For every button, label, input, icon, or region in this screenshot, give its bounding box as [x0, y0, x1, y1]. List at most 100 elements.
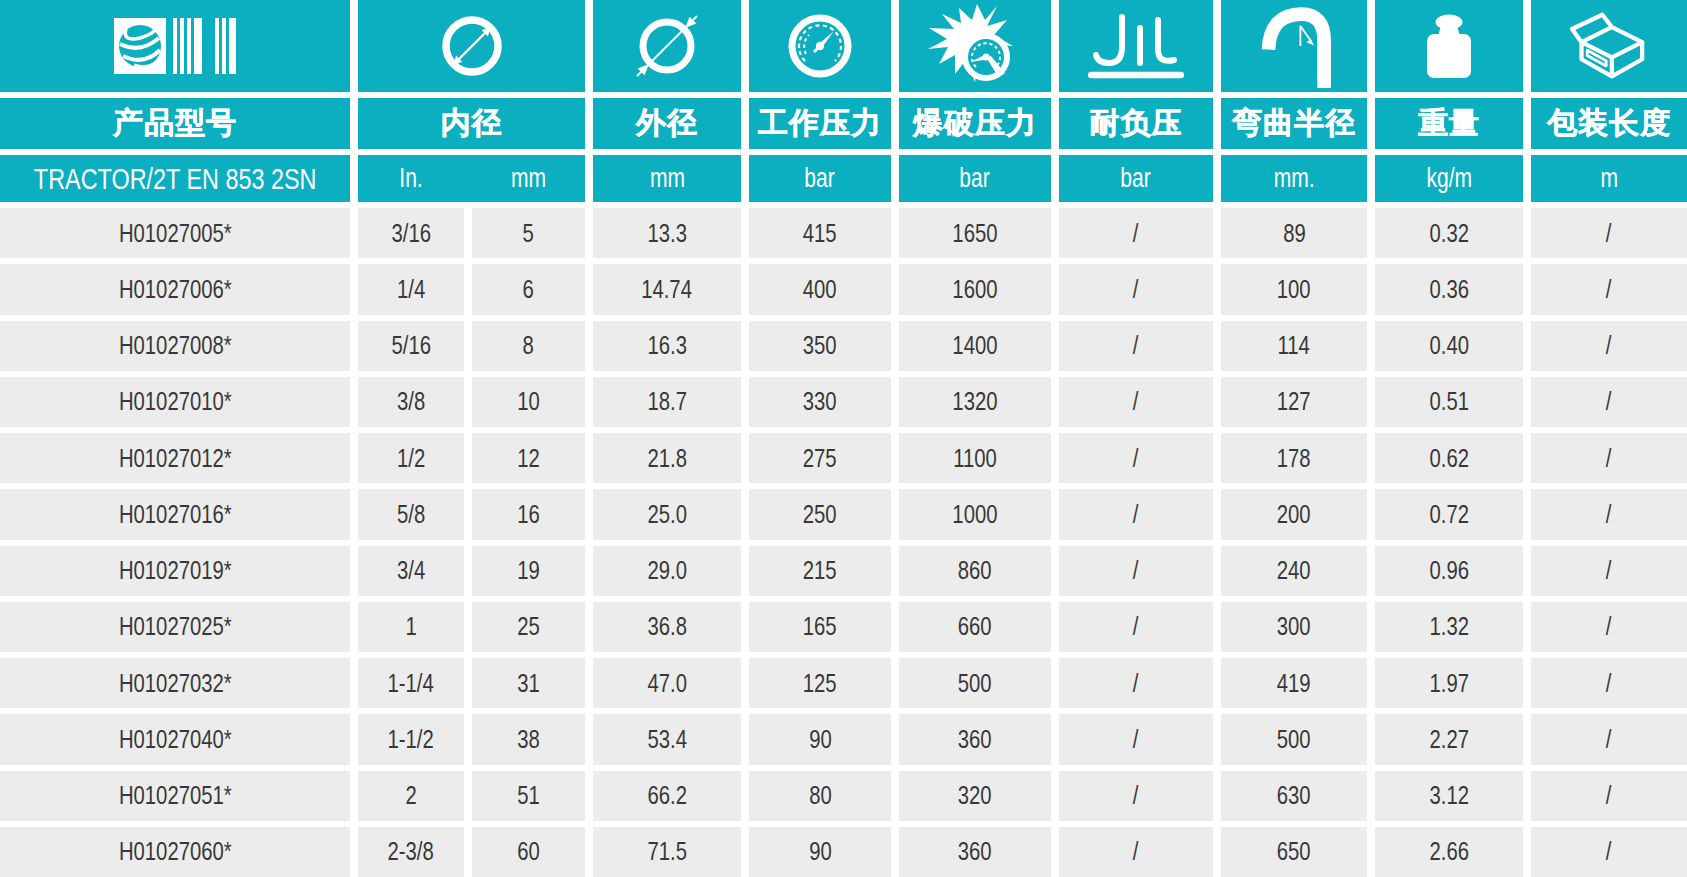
cell-burst-pressure: 1100	[899, 433, 1051, 483]
unit-package-length: m	[1531, 155, 1687, 202]
cell-working-pressure: 250	[749, 489, 891, 539]
cell-inner-diameter-in: 5/8	[358, 489, 464, 539]
header-icon-cell-working-pressure	[749, 0, 891, 92]
spec-table: 产品型号 内径 外径 工作压力 爆破压力 耐负压 弯曲半径 重量 包装长度 TR…	[0, 0, 1687, 877]
cell-burst-pressure: 1000	[899, 489, 1051, 539]
cell-bend-radius: 300	[1221, 602, 1367, 652]
col-header-package-length: 包装长度	[1531, 98, 1687, 149]
cell-weight: 0.40	[1375, 321, 1523, 371]
cell-outer-diameter: 29.0	[593, 546, 741, 596]
header-icon-cell-model	[0, 0, 350, 92]
cell-working-pressure: 215	[749, 546, 891, 596]
cell-weight: 0.51	[1375, 377, 1523, 427]
cell-inner-diameter-mm: 10	[472, 377, 585, 427]
cell-vacuum: /	[1059, 771, 1213, 821]
cell-model: H01027025*	[0, 602, 350, 652]
cell-outer-diameter: 25.0	[593, 489, 741, 539]
cell-bend-radius: 630	[1221, 771, 1367, 821]
cell-weight: 2.27	[1375, 714, 1523, 764]
cell-inner-diameter-mm: 16	[472, 489, 585, 539]
cell-model: H01027008*	[0, 321, 350, 371]
cell-weight: 0.62	[1375, 433, 1523, 483]
header-icon-cell-burst-pressure	[899, 0, 1051, 92]
pressure-gauge-icon	[788, 14, 852, 78]
cell-model: H01027010*	[0, 377, 350, 427]
cell-working-pressure: 90	[749, 827, 891, 877]
cell-package-length: /	[1531, 321, 1687, 371]
unit-outer-diameter: mm	[593, 155, 741, 202]
cell-bend-radius: 650	[1221, 827, 1367, 877]
cell-burst-pressure: 860	[899, 546, 1051, 596]
unit-inner-in: In.	[370, 163, 453, 194]
cell-inner-diameter-mm: 51	[472, 771, 585, 821]
logo-barcode-icon	[114, 18, 236, 74]
cell-burst-pressure: 320	[899, 771, 1051, 821]
cell-package-length: /	[1531, 714, 1687, 764]
cell-package-length: /	[1531, 433, 1687, 483]
cell-working-pressure: 400	[749, 264, 891, 314]
unit-burst-pressure: bar	[899, 155, 1051, 202]
cell-vacuum: /	[1059, 208, 1213, 258]
header-icon-cell-bend-radius	[1221, 0, 1367, 92]
package-length-icon	[1566, 10, 1652, 82]
cell-inner-diameter-in: 1-1/2	[358, 714, 464, 764]
cell-vacuum: /	[1059, 546, 1213, 596]
cell-inner-diameter-in: 2-3/8	[358, 827, 464, 877]
cell-outer-diameter: 36.8	[593, 602, 741, 652]
cell-outer-diameter: 66.2	[593, 771, 741, 821]
col-header-working-pressure: 工作压力	[749, 98, 891, 149]
cell-model: H01027051*	[0, 771, 350, 821]
cell-inner-diameter-mm: 25	[472, 602, 585, 652]
cell-outer-diameter: 21.8	[593, 433, 741, 483]
cell-working-pressure: 125	[749, 658, 891, 708]
unit-inner-mm: mm	[484, 163, 572, 194]
cell-inner-diameter-mm: 38	[472, 714, 585, 764]
cell-vacuum: /	[1059, 602, 1213, 652]
cell-vacuum: /	[1059, 264, 1213, 314]
col-header-inner-diameter: 内径	[358, 98, 585, 149]
cell-package-length: /	[1531, 771, 1687, 821]
cell-inner-diameter-in: 1-1/4	[358, 658, 464, 708]
cell-model: H01027040*	[0, 714, 350, 764]
cell-burst-pressure: 1320	[899, 377, 1051, 427]
cell-inner-diameter-in: 2	[358, 771, 464, 821]
cell-inner-diameter-mm: 31	[472, 658, 585, 708]
cell-burst-pressure: 360	[899, 714, 1051, 764]
bend-radius-icon	[1257, 4, 1331, 88]
cell-working-pressure: 415	[749, 208, 891, 258]
cell-inner-diameter-in: 3/4	[358, 546, 464, 596]
vacuum-resistance-icon	[1088, 11, 1184, 81]
cell-model: H01027060*	[0, 827, 350, 877]
cell-model: H01027019*	[0, 546, 350, 596]
header-icon-cell-inner-diameter	[358, 0, 585, 92]
col-header-model: 产品型号	[0, 98, 350, 149]
cell-package-length: /	[1531, 489, 1687, 539]
cell-weight: 3.12	[1375, 771, 1523, 821]
weight-icon	[1417, 14, 1481, 78]
col-header-burst-pressure: 爆破压力	[899, 98, 1051, 149]
cell-vacuum: /	[1059, 714, 1213, 764]
cell-inner-diameter-mm: 8	[472, 321, 585, 371]
cell-model: H01027012*	[0, 433, 350, 483]
cell-package-length: /	[1531, 264, 1687, 314]
cell-working-pressure: 350	[749, 321, 891, 371]
cell-working-pressure: 80	[749, 771, 891, 821]
cell-bend-radius: 240	[1221, 546, 1367, 596]
cell-weight: 2.66	[1375, 827, 1523, 877]
cell-vacuum: /	[1059, 658, 1213, 708]
cell-burst-pressure: 1650	[899, 208, 1051, 258]
cell-vacuum: /	[1059, 377, 1213, 427]
cell-working-pressure: 90	[749, 714, 891, 764]
cell-outer-diameter: 16.3	[593, 321, 741, 371]
cell-weight: 1.97	[1375, 658, 1523, 708]
cell-working-pressure: 165	[749, 602, 891, 652]
cell-package-length: /	[1531, 658, 1687, 708]
cell-inner-diameter-in: 1/4	[358, 264, 464, 314]
col-header-outer-diameter: 外径	[593, 98, 741, 149]
cell-model: H01027032*	[0, 658, 350, 708]
cell-inner-diameter-mm: 12	[472, 433, 585, 483]
unit-vacuum: bar	[1059, 155, 1213, 202]
cell-inner-diameter-in: 3/16	[358, 208, 464, 258]
cell-vacuum: /	[1059, 489, 1213, 539]
inner-diameter-icon	[441, 15, 503, 77]
